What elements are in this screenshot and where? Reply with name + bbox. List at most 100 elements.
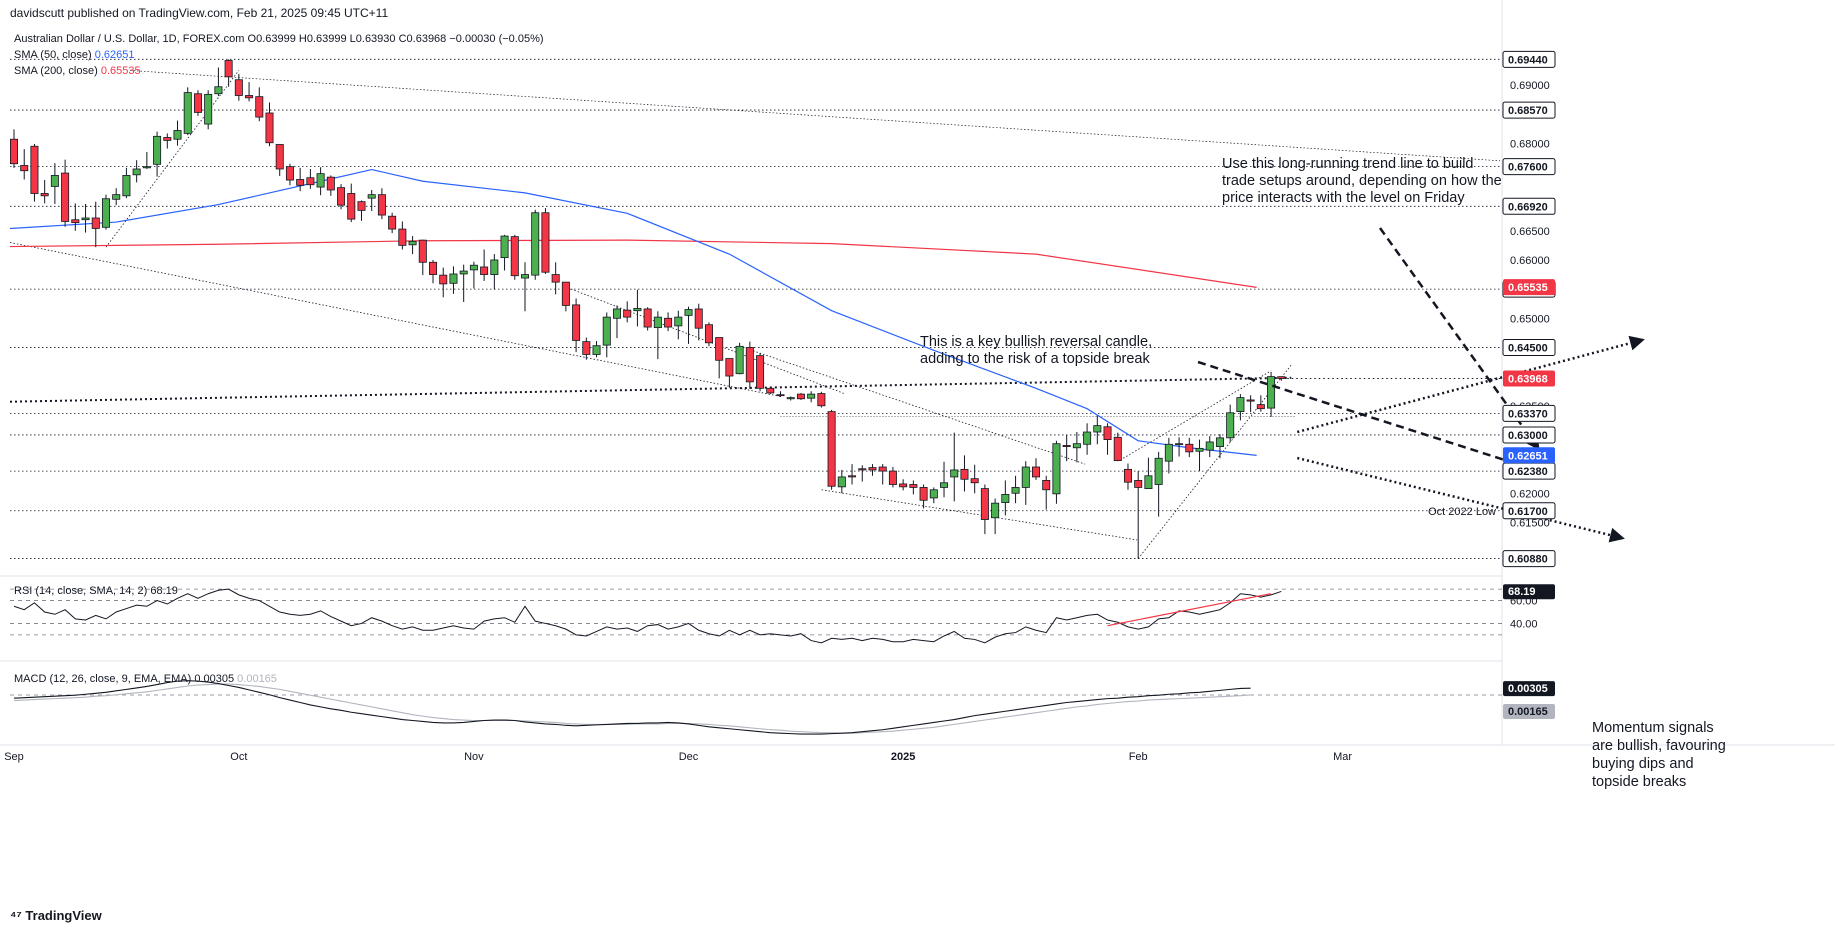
candle	[183, 87, 192, 136]
level-badge-bg	[1502, 338, 1556, 356]
candle	[1134, 471, 1143, 559]
candle-body	[1215, 437, 1224, 448]
candle-body	[122, 174, 131, 197]
candle-body	[296, 179, 305, 186]
candle-body	[878, 466, 887, 472]
level-badge-text: 0.69440	[1508, 54, 1548, 66]
candle-body	[531, 212, 540, 276]
candle-body	[592, 345, 601, 355]
candle	[337, 184, 346, 210]
candle	[694, 303, 703, 341]
level-price-badge: 0.63000	[1502, 426, 1556, 444]
axis-tick-label: 0.69000	[1510, 80, 1550, 92]
candle-body	[848, 475, 857, 478]
candle	[173, 120, 182, 146]
sma200-line	[9, 239, 1257, 288]
level-badge-text: 0.63000	[1508, 430, 1548, 442]
macd-legend: MACD (12, 26, close, 9, EMA, EMA) 0.0030…	[14, 673, 277, 685]
candle-body	[1011, 487, 1020, 494]
candle	[1103, 423, 1112, 455]
candle-body	[1267, 376, 1276, 409]
sma200-price-badge: 0.65535	[1503, 279, 1555, 296]
axis-tick-label: 0.66500	[1510, 226, 1550, 238]
candle	[960, 455, 969, 492]
candle	[367, 189, 376, 211]
candle	[316, 167, 325, 196]
candle-body	[1062, 445, 1071, 448]
candle-body	[1093, 425, 1102, 433]
candle-body	[183, 92, 192, 134]
candle	[459, 264, 468, 302]
candle-body	[1021, 466, 1030, 488]
price-axis: 0.690000.680000.665000.660000.650000.635…	[1502, 50, 1556, 719]
long-downtrend-line	[9, 242, 781, 397]
candle	[377, 188, 386, 220]
candle-body	[735, 345, 744, 375]
candle	[704, 322, 713, 347]
candle	[9, 129, 18, 168]
sma200-price-badge-bg	[1503, 279, 1555, 296]
level-price-badge: 0.69440	[1502, 50, 1556, 68]
candle	[980, 484, 989, 535]
candle	[1001, 480, 1010, 516]
level-badge-text: 0.60880	[1508, 554, 1548, 566]
candle	[1021, 461, 1030, 505]
candle	[1113, 432, 1122, 462]
candle	[1062, 434, 1071, 462]
candle	[347, 183, 356, 223]
legend-value: 0.65535	[101, 65, 141, 77]
candle	[255, 87, 264, 122]
candle-body	[602, 316, 611, 346]
candle	[1205, 436, 1214, 458]
legend-entry: SMA (50, close) 0.62651	[14, 49, 134, 61]
candle	[572, 298, 581, 353]
tradingview-logo[interactable]: ⁴⁷ TradingView	[10, 908, 102, 923]
level-badge-bg	[1502, 550, 1556, 568]
candle-body	[204, 93, 213, 125]
candle	[1195, 439, 1204, 472]
candle-body	[888, 470, 897, 485]
candle-body	[91, 217, 100, 229]
candle-body	[265, 112, 274, 144]
axis-tick-label: 0.61500	[1510, 517, 1550, 529]
level-badge-bg	[1502, 197, 1556, 215]
candle-body	[101, 198, 110, 228]
candle	[91, 201, 100, 248]
time-axis-label: Mar	[1333, 751, 1352, 763]
arrow-to-reversal-candle	[1197, 360, 1539, 474]
candle-body	[551, 274, 560, 283]
candle	[929, 487, 938, 504]
macd-value-badge: 0.00305	[1503, 681, 1555, 697]
candle	[1154, 451, 1163, 517]
candle	[71, 203, 80, 231]
candle	[449, 266, 458, 294]
candle	[204, 90, 213, 130]
candle	[490, 254, 499, 290]
level-price-badge: 0.64500	[1502, 338, 1556, 356]
candle-body	[950, 469, 959, 478]
level-price-badge: 0.63370	[1502, 404, 1556, 422]
candle-body	[163, 137, 172, 141]
signal-badge-bg	[1503, 703, 1555, 719]
time-axis-label: Oct	[230, 751, 247, 763]
candle	[1215, 434, 1224, 459]
candle	[265, 102, 274, 147]
candle-body	[112, 194, 121, 200]
macd-legend-signal: 0.00165	[237, 673, 277, 685]
candle	[868, 464, 877, 476]
candle	[776, 391, 785, 398]
channel-lower-line	[821, 489, 1138, 541]
candle-body	[1083, 431, 1092, 445]
candle	[1246, 395, 1255, 413]
candle-body	[173, 130, 182, 140]
moving-averages	[9, 168, 1257, 456]
candle	[122, 167, 131, 199]
level-badge-text: 0.67600	[1508, 162, 1548, 174]
legend-entry: SMA (200, close) 0.65535	[14, 65, 141, 77]
price-price-badge: 0.63968	[1503, 370, 1555, 387]
sma200-price-badge-text: 0.65535	[1508, 282, 1548, 294]
candle	[1236, 394, 1245, 421]
macd-badge-text: 0.00305	[1508, 683, 1548, 695]
annotation-line: Momentum signals	[1592, 720, 1714, 736]
